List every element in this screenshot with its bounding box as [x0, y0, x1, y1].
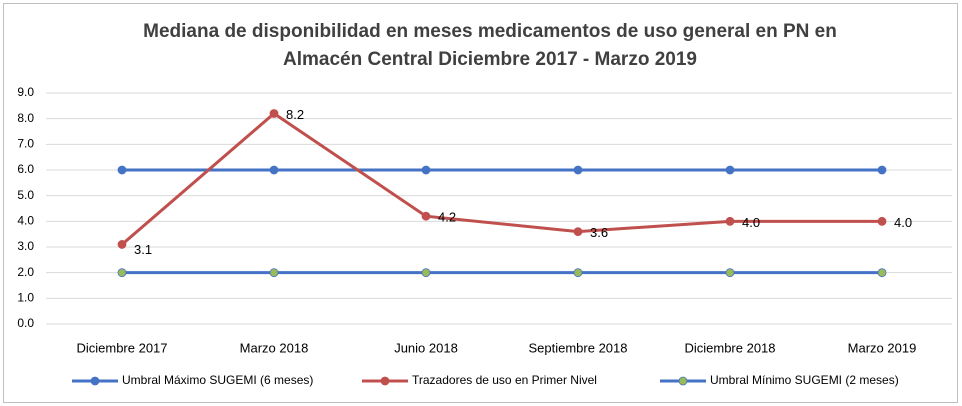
data-point — [421, 165, 431, 175]
data-point — [877, 268, 887, 278]
x-tick-label: Diciembre 2017 — [76, 340, 167, 355]
legend-label: Umbral Mínimo SUGEMI (2 meses) — [710, 373, 899, 387]
y-tick-label: 2.0 — [17, 265, 34, 279]
data-point — [573, 165, 583, 175]
legend-marker — [90, 376, 100, 386]
data-label: 4.2 — [438, 210, 456, 225]
y-tick-label: 9.0 — [17, 85, 34, 99]
y-tick-label: 1.0 — [17, 291, 34, 305]
data-point — [573, 268, 583, 278]
data-point — [269, 268, 279, 278]
x-tick-label: Septiembre 2018 — [528, 340, 627, 355]
legend-label: Umbral Máximo SUGEMI (6 meses) — [122, 373, 313, 387]
data-point — [421, 211, 431, 221]
data-point — [269, 165, 279, 175]
data-label: 4.0 — [742, 215, 760, 230]
data-point — [725, 216, 735, 226]
y-tick-label: 6.0 — [17, 162, 34, 176]
data-point — [117, 268, 127, 278]
chart-title: Almacén Central Diciembre 2017 - Marzo 2… — [283, 49, 697, 70]
data-point — [877, 216, 887, 226]
series-line — [121, 111, 882, 246]
y-tick-label: 0.0 — [17, 316, 34, 330]
y-tick-label: 7.0 — [17, 137, 34, 151]
x-tick-label: Marzo 2018 — [240, 340, 309, 355]
data-point — [877, 165, 887, 175]
data-point — [269, 109, 279, 118]
data-point — [725, 165, 735, 175]
chart-title: Mediana de disponibilidad en meses medic… — [143, 21, 837, 42]
legend-label: Trazadores de uso en Primer Nivel — [412, 373, 597, 387]
y-tick-label: 8.0 — [17, 111, 34, 125]
data-label: 3.6 — [590, 225, 608, 240]
data-point — [117, 165, 127, 175]
data-point — [117, 240, 127, 249]
data-label: 4.0 — [894, 215, 912, 230]
y-tick-label: 3.0 — [17, 239, 34, 253]
x-tick-label: Marzo 2019 — [848, 340, 917, 355]
x-tick-label: Junio 2018 — [394, 340, 458, 355]
legend-marker — [678, 376, 688, 386]
y-tick-label: 5.0 — [17, 188, 34, 202]
y-tick-label: 4.0 — [17, 214, 34, 228]
chart-border — [3, 3, 958, 403]
x-tick-label: Diciembre 2018 — [684, 340, 775, 355]
data-label: 3.1 — [134, 242, 152, 257]
data-point — [725, 268, 735, 278]
data-label: 8.2 — [286, 107, 304, 122]
legend-marker — [380, 376, 390, 386]
data-point — [421, 268, 431, 278]
data-point — [573, 227, 583, 237]
